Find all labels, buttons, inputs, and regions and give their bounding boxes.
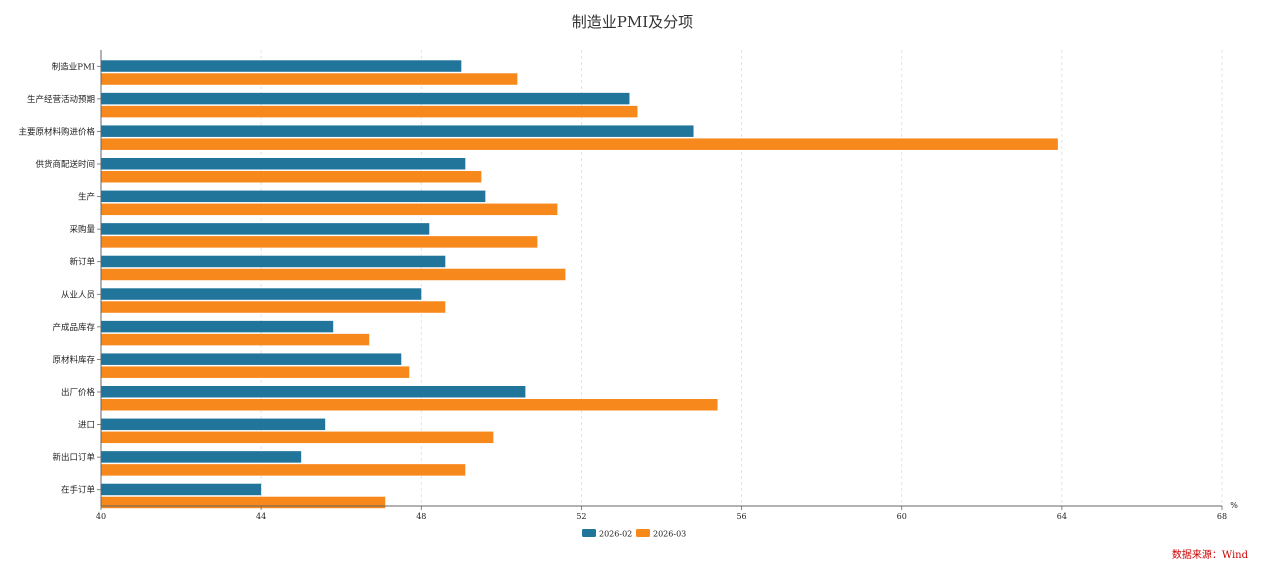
category-label: 原材料库存 [52, 354, 95, 365]
bar-2026-02-5 [101, 223, 430, 235]
category-label: 主要原材料购进价格 [18, 126, 95, 137]
bar-2026-03-2 [101, 138, 1058, 150]
category-label: 进口 [78, 421, 95, 431]
bar-2026-02-11 [101, 418, 326, 431]
legend-label-2026-03: 2026-03 [653, 530, 686, 539]
category-label: 采购量 [69, 224, 95, 235]
bar-2026-03-12 [101, 464, 466, 476]
bar-2026-03-8 [101, 333, 370, 346]
bar-2026-03-1 [101, 105, 638, 118]
chart-title: 制造业PMI及分项 [571, 13, 694, 31]
legend-swatch-2026-03 [636, 529, 650, 537]
category-label: 生产 [78, 192, 95, 203]
category-label: 新订单 [69, 257, 95, 268]
bar-2026-03-6 [101, 268, 566, 281]
source-note: 数据来源：Wind [1171, 550, 1248, 561]
bar-2026-03-7 [101, 301, 446, 313]
category-label: 从业人员 [61, 289, 95, 300]
x-tick-label: 68 [1217, 512, 1227, 521]
bar-2026-02-12 [101, 451, 302, 463]
bar-2026-03-11 [101, 431, 494, 444]
category-label: 新出口订单 [52, 452, 95, 463]
bar-2026-02-13 [101, 483, 262, 496]
x-tick-label: 52 [576, 512, 586, 521]
x-tick-label: 40 [96, 512, 106, 521]
bar-2026-03-9 [101, 366, 410, 378]
x-tick-label: 64 [1057, 512, 1067, 521]
bar-2026-03-3 [101, 171, 482, 183]
bar-2026-02-7 [101, 288, 422, 300]
bar-2026-02-4 [101, 190, 486, 203]
x-tick-label: 44 [256, 512, 266, 521]
bar-2026-03-0 [101, 73, 518, 85]
category-label: 供货商配送时间 [35, 159, 95, 170]
axis-layer: 40 44 48 52 56 60 64 68% 制造业PMI 生产经营活动预期主要原材料购进价格… [18, 50, 1238, 521]
bar-2026-02-3 [101, 158, 466, 170]
bar-2026-03-5 [101, 236, 538, 248]
bar-2026-02-0 [101, 60, 462, 72]
legend: 2026-02 2026-03 [582, 529, 686, 539]
bar-2026-03-4 [101, 203, 558, 216]
x-tick-label: 48 [416, 512, 426, 521]
category-label: 制造业PMI [52, 61, 95, 72]
category-label: 生产经营活动预期 [27, 94, 95, 105]
category-label: 出厂价格 [61, 387, 96, 398]
bar-2026-03-13 [101, 496, 386, 509]
bar-2026-02-6 [101, 255, 446, 268]
x-unit-label: % [1230, 501, 1238, 510]
bar-2026-02-1 [101, 92, 630, 105]
x-tick-label: 56 [736, 512, 746, 521]
bar-2026-02-8 [101, 320, 334, 333]
legend-label-2026-02: 2026-02 [599, 530, 632, 539]
x-tick-label: 60 [897, 512, 907, 521]
bar-2026-02-9 [101, 353, 402, 365]
bar-2026-02-2 [101, 125, 694, 137]
category-label: 产成品库存 [52, 322, 95, 333]
bars-layer [101, 60, 1058, 509]
category-label: 在手订单 [61, 485, 96, 496]
legend-swatch-2026-02 [582, 529, 596, 537]
bar-2026-02-10 [101, 386, 526, 398]
bar-2026-03-10 [101, 399, 718, 411]
